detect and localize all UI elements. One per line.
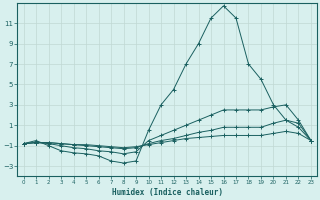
X-axis label: Humidex (Indice chaleur): Humidex (Indice chaleur) [112,188,223,197]
